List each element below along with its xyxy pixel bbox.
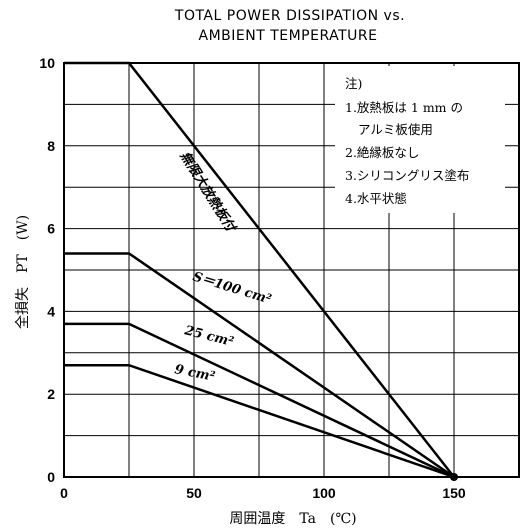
note-header: 注) [345, 76, 362, 91]
x-axis-label: 周囲温度 Ta (℃) [229, 511, 356, 527]
chart-title-line-2: AMBIENT TEMPERATURE [199, 28, 378, 44]
note-3: 3.シリコングリス塗布 [345, 168, 469, 183]
chart-title-line-1: TOTAL POWER DISSIPATION vs. [174, 8, 405, 24]
note-1-continued: アルミ板使用 [358, 122, 433, 137]
notes: 注) 1.放熱板は 1 mm の アルミ板使用 2.絶縁板なし 3.シリコングリ… [345, 76, 469, 206]
y-tick-label: 6 [47, 221, 55, 237]
y-tick-label: 0 [47, 469, 55, 485]
series-line-3 [64, 363, 455, 479]
note-1: 1.放熱板は 1 mm の [345, 100, 463, 115]
series-group [64, 61, 458, 481]
x-tick-label: 100 [312, 485, 336, 501]
x-tick-label: 50 [186, 485, 202, 501]
series-line-0 [64, 61, 455, 478]
series-line-1 [64, 252, 455, 479]
tick-labels: 0 50 100 150 0 2 4 6 8 10 [39, 55, 465, 501]
note-4: 4.水平状態 [345, 191, 407, 206]
y-tick-label: 10 [39, 55, 55, 71]
y-axis-label: 全損失 PT (W) [14, 215, 31, 329]
series-line-2 [64, 322, 455, 479]
series-label-25: 25 cm² [182, 323, 235, 350]
note-2: 2.絶縁板なし [345, 145, 419, 160]
y-tick-label: 4 [47, 303, 55, 319]
notes-box [335, 66, 505, 213]
convergence-point [450, 473, 458, 481]
x-tick-label: 150 [442, 485, 466, 501]
series-label-100: S＝100 cm² [191, 269, 274, 307]
y-tick-label: 2 [47, 386, 55, 402]
plot-frame [63, 62, 520, 478]
y-tick-label: 8 [47, 138, 55, 154]
x-tick-label: 0 [60, 485, 68, 501]
